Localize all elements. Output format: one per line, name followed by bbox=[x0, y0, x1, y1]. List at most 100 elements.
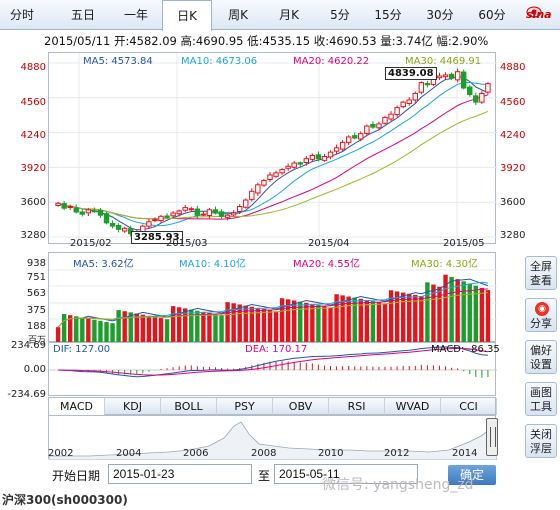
volume-bar bbox=[140, 314, 146, 343]
close-float-button[interactable]: 关闭 浮层 bbox=[525, 424, 557, 458]
range-drag-handle[interactable] bbox=[486, 418, 498, 456]
y-tick-right: 4240 bbox=[500, 130, 526, 141]
candle bbox=[212, 209, 219, 214]
indicator-tab-kdj[interactable]: KDJ bbox=[105, 398, 161, 415]
macd-panel[interactable]: DIF: 127.00 DEA: 170.17 MACD: -86.35 bbox=[48, 342, 500, 396]
indicator-tab-wvad[interactable]: WVAD bbox=[385, 398, 441, 415]
tab-five-day[interactable]: 五日 bbox=[70, 8, 95, 22]
candle bbox=[382, 116, 388, 124]
volume-bar bbox=[328, 307, 333, 343]
indicator-tab-obv[interactable]: OBV bbox=[273, 398, 329, 415]
candle bbox=[479, 92, 485, 103]
end-date-input[interactable] bbox=[274, 464, 418, 484]
start-date-input[interactable] bbox=[108, 464, 252, 484]
tab-weekly-k[interactable]: 周K bbox=[228, 8, 248, 22]
candle bbox=[430, 78, 437, 85]
candle bbox=[321, 156, 328, 161]
volume-bar bbox=[479, 287, 485, 343]
indicator-tab-macd[interactable]: MACD bbox=[49, 398, 105, 415]
tab-5min[interactable]: 5分 bbox=[330, 8, 350, 22]
y-tick-left: 3280 bbox=[20, 230, 46, 241]
macd-chart bbox=[49, 346, 497, 378]
candle bbox=[176, 210, 182, 215]
volume-bar bbox=[261, 309, 267, 343]
candle bbox=[73, 207, 79, 213]
volume-bar bbox=[394, 291, 400, 343]
candle bbox=[85, 209, 92, 214]
volume-bar bbox=[340, 295, 345, 343]
ma5-legend: MA5: 4573.84 bbox=[83, 56, 153, 67]
candle bbox=[224, 214, 231, 218]
volume-bar bbox=[170, 306, 176, 343]
drawing-tools-label: 画图 bbox=[530, 386, 552, 399]
preferences-button[interactable]: 偏好 设置 bbox=[525, 340, 557, 374]
volume-bar bbox=[316, 305, 321, 343]
tab-intraday[interactable]: 分时 bbox=[9, 8, 34, 22]
volume-bar bbox=[116, 310, 121, 343]
candle bbox=[291, 162, 297, 168]
fullscreen-button[interactable]: 全屏 查看 bbox=[525, 256, 557, 290]
vol-y-tick: 751 bbox=[26, 272, 46, 283]
y-tick-left: 3600 bbox=[20, 197, 46, 208]
y-tick-right: 4880 bbox=[500, 62, 526, 73]
volume-bar bbox=[231, 303, 236, 343]
tab-15min[interactable]: 15分 bbox=[374, 8, 402, 22]
candle bbox=[255, 184, 261, 194]
candle bbox=[376, 123, 382, 129]
tab-monthly-k[interactable]: 月K bbox=[279, 8, 299, 22]
macd-y-tick: 0.00 bbox=[23, 364, 46, 375]
drawing-tools-label: 工具 bbox=[530, 400, 552, 413]
candlestick-chart bbox=[49, 53, 497, 245]
indicator-tab-psy[interactable]: PSY bbox=[217, 398, 273, 415]
tab-daily-k[interactable]: 日K bbox=[162, 0, 212, 31]
candle bbox=[418, 82, 425, 93]
ma5-line bbox=[57, 75, 489, 231]
volume-bar bbox=[291, 300, 297, 343]
range-year-label: 2010 bbox=[318, 448, 344, 459]
range-year-label: 2002 bbox=[48, 448, 74, 459]
tab-30min[interactable]: 30分 bbox=[426, 8, 454, 22]
candle bbox=[442, 74, 449, 78]
drawing-tools-button[interactable]: 画图 工具 bbox=[525, 382, 557, 416]
candle bbox=[394, 107, 400, 115]
volume-bar bbox=[437, 286, 442, 343]
tab-one-year[interactable]: 一年 bbox=[123, 8, 148, 22]
volume-bar bbox=[128, 312, 133, 343]
candle bbox=[200, 213, 207, 216]
volume-bar bbox=[243, 305, 248, 343]
y-tick-right: 4560 bbox=[500, 97, 526, 108]
dea-line bbox=[58, 347, 488, 376]
quote-info-line: 2015/05/11 开:4582.09 高:4690.95 低:4535.15… bbox=[44, 34, 489, 48]
volume-bar bbox=[255, 307, 261, 343]
fullscreen-label: 查看 bbox=[530, 274, 552, 287]
tab-60min[interactable]: 60分 bbox=[478, 8, 506, 22]
range-selector[interactable] bbox=[48, 415, 497, 460]
volume-bar bbox=[219, 315, 224, 343]
indicator-tabs: MACD KDJ BOLL PSY OBV RSI WVAD CCI bbox=[48, 397, 497, 415]
period-tabs: 分时 五日 一年 日K 周K 月K 5分 15分 30分 60分 sina bbox=[0, 0, 560, 31]
candlestick-panel[interactable]: MA5: 4573.84 MA10: 4673.06 MA20: 4620.22… bbox=[48, 52, 497, 245]
confirm-button[interactable]: 确定 bbox=[448, 465, 496, 485]
candle bbox=[121, 227, 128, 232]
volume-bar bbox=[122, 311, 127, 343]
volume-bar bbox=[485, 290, 491, 343]
volume-bar bbox=[376, 302, 382, 343]
volume-bar bbox=[334, 294, 339, 343]
volume-panel[interactable]: MA5: 3.62亿 MA10: 4.10亿 MA20: 4.55亿 MA30:… bbox=[48, 252, 497, 343]
volume-bar bbox=[352, 297, 357, 343]
candle bbox=[285, 165, 291, 169]
volume-bar bbox=[273, 311, 279, 343]
vol-ma30-legend: MA30: 4.30亿 bbox=[411, 259, 479, 270]
indicator-tab-rsi[interactable]: RSI bbox=[329, 398, 385, 415]
volume-bar bbox=[413, 294, 418, 343]
candle bbox=[97, 210, 104, 216]
candle bbox=[230, 212, 237, 216]
low-price-label: 3285.93 bbox=[131, 231, 183, 244]
indicator-tab-cci[interactable]: CCI bbox=[441, 398, 497, 415]
volume-bar bbox=[322, 306, 327, 343]
share-button[interactable]: ◉ 分享 bbox=[525, 298, 557, 332]
range-year-label: 2006 bbox=[183, 448, 209, 459]
share-icon: ◉ bbox=[535, 302, 549, 316]
indicator-tab-boll[interactable]: BOLL bbox=[161, 398, 217, 415]
vol-ma10-legend: MA10: 4.10亿 bbox=[179, 259, 247, 270]
